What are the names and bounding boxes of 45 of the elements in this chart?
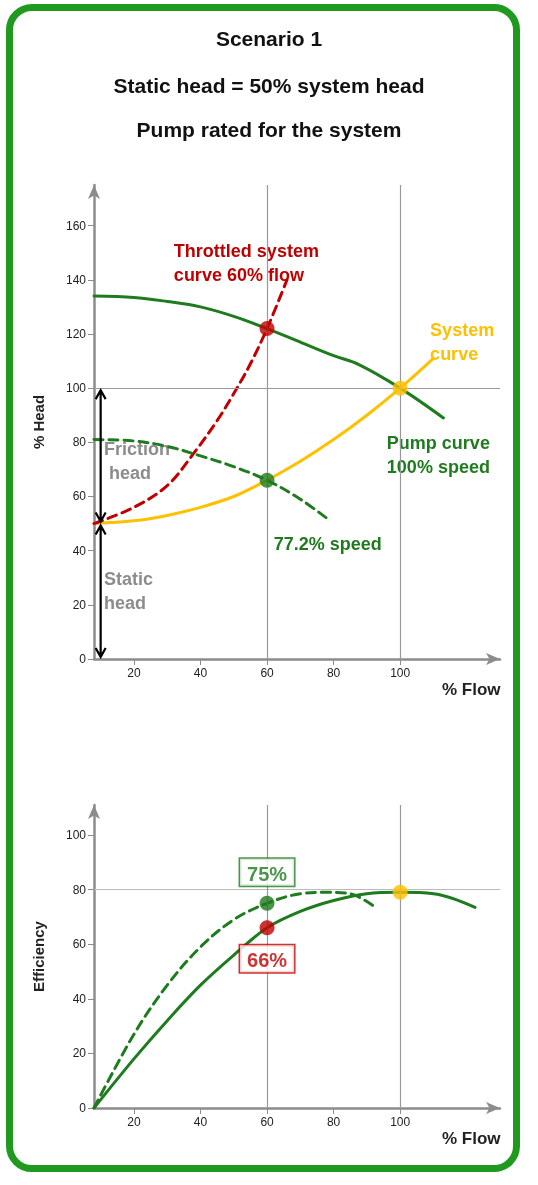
x-tick-label: 80 [326,666,341,680]
x-tick-label: 60 [260,666,275,680]
chart-subtitle: Static head = 50% system head Pump rated for the system [113,73,425,141]
y-tick-label: 60 [72,489,87,504]
series-label: 77.2% speed [273,533,382,554]
x-tick-label: 40 [193,1115,208,1129]
y-tick-label: 100 [65,381,87,396]
y-tick-label: 20 [72,1046,87,1061]
x-tick-label: 40 [193,666,208,680]
point [259,895,275,911]
point [392,884,408,900]
point [259,920,275,936]
x-tick-label: 20 [127,1115,141,1129]
point [259,472,275,488]
text: Pump curve 100% speed [386,433,495,478]
y-tick-label: 0 [79,652,87,666]
y-tick-label: 160 [65,218,87,233]
x-tick-label: 60 [260,1115,275,1129]
y-tick-label: 80 [72,882,87,897]
x-axis-title: % Flow [442,1129,502,1148]
y-tick-label: 20 [72,597,87,612]
series-label: Throttled system curve 60% flow [173,241,324,286]
y-tick-label: 40 [72,543,87,558]
x-tick-label: 100 [390,666,411,680]
y-tick-label: 40 [72,991,87,1006]
data-label: 75% [247,862,288,885]
x-tick-label: 80 [326,1115,341,1129]
y-tick-label: 140 [65,272,87,287]
x-tick-label: 20 [127,666,141,680]
y-axis-title: Efficiency [30,920,47,992]
y-tick-label: 0 [79,1101,87,1115]
chart-title: Scenario 1 [215,27,323,50]
y-tick-label: 80 [72,435,87,450]
y-tick-label: 100 [65,828,87,843]
y-tick-label: 60 [72,937,87,952]
annotation: Friction head [103,438,170,483]
y-tick-label: 120 [65,326,87,341]
point [259,321,275,337]
annotation: Static head [103,568,159,613]
y-axis-title: % Head [30,394,47,450]
x-axis-title: % Flow [442,680,502,699]
x-tick-label: 100 [390,1115,411,1129]
point [392,380,408,396]
series-label: System curve [430,319,500,364]
data-label: 66% [247,949,288,972]
